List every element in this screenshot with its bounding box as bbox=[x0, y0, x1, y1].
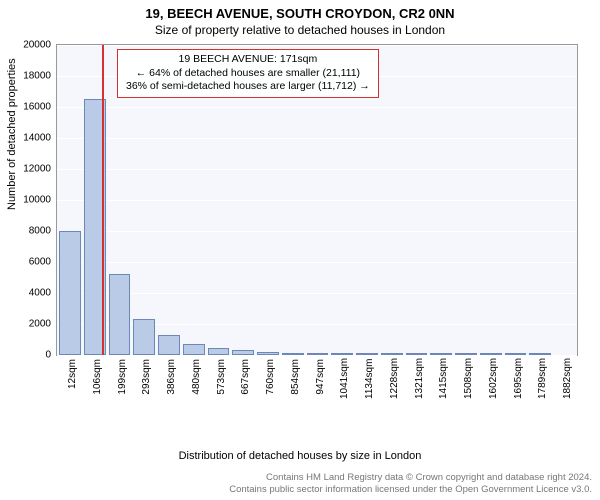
title-main: 19, BEECH AVENUE, SOUTH CROYDON, CR2 0NN bbox=[0, 0, 600, 21]
property-marker-line bbox=[102, 45, 104, 355]
x-tick-label: 1789sqm bbox=[537, 359, 548, 399]
histogram-bar bbox=[307, 353, 329, 355]
gridline bbox=[57, 200, 577, 201]
x-tick-label: 667sqm bbox=[240, 359, 251, 399]
gridline bbox=[57, 107, 577, 108]
histogram-bar bbox=[282, 353, 304, 355]
gridline bbox=[57, 45, 577, 46]
histogram-bar bbox=[406, 353, 428, 355]
histogram-bar bbox=[257, 352, 279, 355]
histogram-bar bbox=[232, 350, 254, 355]
gridline bbox=[57, 293, 577, 294]
x-tick-label: 106sqm bbox=[92, 359, 103, 399]
y-axis-label: Number of detached properties bbox=[6, 58, 18, 210]
histogram-bar bbox=[133, 319, 155, 355]
y-tick-label: 8000 bbox=[29, 226, 51, 237]
histogram-bar bbox=[109, 274, 131, 355]
x-tick-label: 1041sqm bbox=[339, 359, 350, 399]
x-tick-label: 1695sqm bbox=[513, 359, 524, 399]
annotation-box: 19 BEECH AVENUE: 171sqm← 64% of detached… bbox=[117, 49, 379, 98]
x-tick-label: 1415sqm bbox=[438, 359, 449, 399]
y-tick-label: 18000 bbox=[23, 71, 51, 82]
y-tick-label: 6000 bbox=[29, 257, 51, 268]
x-tick-label: 1508sqm bbox=[463, 359, 474, 399]
x-tick-label: 1602sqm bbox=[488, 359, 499, 399]
histogram-bar bbox=[331, 353, 353, 355]
gridline bbox=[57, 169, 577, 170]
y-tick-label: 2000 bbox=[29, 319, 51, 330]
x-tick-label: 1321sqm bbox=[414, 359, 425, 399]
histogram-bar bbox=[455, 353, 477, 355]
annotation-line2: ← 64% of detached houses are smaller (21… bbox=[126, 67, 370, 81]
x-tick-label: 386sqm bbox=[166, 359, 177, 399]
y-tick-label: 10000 bbox=[23, 195, 51, 206]
histogram-bar bbox=[183, 344, 205, 355]
x-tick-label: 573sqm bbox=[216, 359, 227, 399]
y-tick-label: 20000 bbox=[23, 40, 51, 51]
gridline bbox=[57, 262, 577, 263]
histogram-bar bbox=[505, 353, 527, 355]
y-tick-label: 14000 bbox=[23, 133, 51, 144]
x-axis-label: Distribution of detached houses by size … bbox=[0, 450, 600, 462]
footer-line2: Contains public sector information licen… bbox=[229, 484, 592, 496]
gridline bbox=[57, 355, 577, 356]
footer-line1: Contains HM Land Registry data © Crown c… bbox=[229, 472, 592, 484]
plot-area: 0200040006000800010000120001400016000180… bbox=[56, 44, 578, 356]
chart-area: 0200040006000800010000120001400016000180… bbox=[56, 44, 576, 414]
x-tick-label: 947sqm bbox=[315, 359, 326, 399]
gridline bbox=[57, 231, 577, 232]
histogram-bar bbox=[356, 353, 378, 355]
x-tick-label: 854sqm bbox=[290, 359, 301, 399]
y-tick-label: 16000 bbox=[23, 102, 51, 113]
footer-attribution: Contains HM Land Registry data © Crown c… bbox=[229, 472, 592, 496]
histogram-bar bbox=[430, 353, 452, 355]
x-tick-label: 1228sqm bbox=[389, 359, 400, 399]
histogram-bar bbox=[208, 348, 230, 355]
x-tick-label: 480sqm bbox=[191, 359, 202, 399]
x-tick-label: 12sqm bbox=[67, 359, 78, 399]
x-tick-label: 1134sqm bbox=[364, 359, 375, 399]
y-tick-label: 12000 bbox=[23, 164, 51, 175]
gridline bbox=[57, 138, 577, 139]
histogram-bar bbox=[59, 231, 81, 355]
histogram-bar bbox=[381, 353, 403, 355]
x-tick-label: 293sqm bbox=[141, 359, 152, 399]
y-tick-label: 0 bbox=[45, 350, 51, 361]
x-tick-label: 199sqm bbox=[117, 359, 128, 399]
histogram-bar bbox=[158, 335, 180, 355]
histogram-bar bbox=[480, 353, 502, 355]
title-sub: Size of property relative to detached ho… bbox=[0, 21, 600, 37]
annotation-line1: 19 BEECH AVENUE: 171sqm bbox=[126, 53, 370, 67]
y-tick-label: 4000 bbox=[29, 288, 51, 299]
histogram-bar bbox=[529, 353, 551, 355]
x-tick-label: 1882sqm bbox=[562, 359, 573, 399]
x-tick-label: 760sqm bbox=[265, 359, 276, 399]
annotation-line3: 36% of semi-detached houses are larger (… bbox=[126, 80, 370, 94]
